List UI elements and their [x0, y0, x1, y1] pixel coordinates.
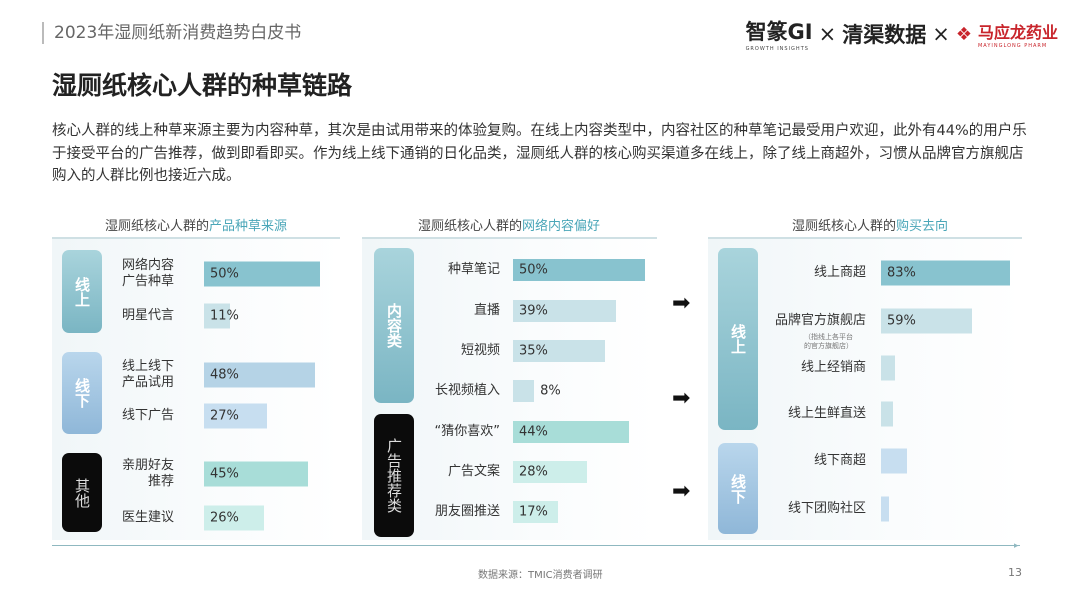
- arrow-right-icon: ➡: [672, 291, 691, 316]
- row-label: 短视频: [460, 343, 500, 358]
- bar: [204, 505, 265, 531]
- qingqu-logo: 清渠数据: [842, 23, 927, 47]
- bar-value: 48%: [210, 367, 239, 383]
- bar-value: 26%: [210, 510, 239, 526]
- bar-value: 50%: [519, 262, 548, 278]
- bar: [513, 259, 645, 281]
- bar: [513, 501, 558, 523]
- bar: [881, 496, 889, 522]
- group-tag: 线上: [718, 248, 758, 430]
- bar: [881, 260, 1010, 286]
- row-label: 医生建议: [122, 510, 175, 525]
- data-source: 数据来源：TMIC消费者调研: [478, 570, 603, 581]
- bar: [204, 403, 267, 429]
- arrow-right-icon: ➡: [672, 386, 691, 411]
- bar: [881, 448, 908, 474]
- zhizhuan-logo-sub: GROWTH INSIGHTS: [745, 46, 809, 52]
- group-tag: 内容类: [374, 248, 414, 403]
- bar: [204, 261, 320, 287]
- bar-value: 59%: [887, 313, 916, 329]
- row-label: 朋友圈推送: [434, 504, 500, 519]
- panel-title-highlight: 网络内容偏好: [522, 219, 601, 234]
- row-label: 线上经销商: [800, 360, 866, 375]
- group-tag: 线下: [62, 352, 102, 434]
- row-label: 亲朋好友 推荐: [121, 458, 174, 489]
- bar: [881, 401, 894, 427]
- row-label: 广告文案: [447, 464, 500, 479]
- panel-title: 湿厕纸核心人群的产品种草来源: [105, 215, 287, 234]
- bar: [513, 300, 616, 322]
- panel-title-highlight: 产品种草来源: [209, 219, 288, 234]
- times-symbol: ×: [818, 22, 837, 46]
- row-note: （指线上各平台 的官方旗舰店）: [804, 333, 853, 350]
- bar: [513, 461, 587, 483]
- bar-value: 35%: [519, 343, 548, 359]
- panel-title-highlight: 购买去向: [896, 219, 949, 234]
- row-label: 线上生鲜直送: [787, 406, 866, 421]
- panel-title-prefix: 湿厕纸核心人群的: [417, 219, 522, 234]
- row-label: 长视频植入: [434, 383, 500, 398]
- mayinglong-logo: 马应龙药业 MAYINGLONG PHARM: [978, 19, 1058, 49]
- row-label: 线上商超: [813, 265, 866, 280]
- bar: [513, 421, 630, 443]
- bar: [513, 380, 535, 402]
- panel-title-prefix: 湿厕纸核心人群的: [104, 219, 209, 234]
- row-label: “猜你喜欢”: [434, 424, 500, 439]
- bar-value: 28%: [519, 464, 548, 480]
- bar-value: 44%: [519, 424, 548, 440]
- row-label: 线上线下 产品试用: [122, 359, 175, 390]
- bar-value: 8%: [540, 383, 561, 399]
- bar-value: 83%: [887, 265, 916, 281]
- zhizhuan-logo: 智篆GI GROWTH INSIGHTS: [746, 16, 813, 52]
- page-title: 湿厕纸核心人群的种草链路: [52, 71, 353, 100]
- document-title: 2023年湿厕纸新消费趋势白皮书: [42, 22, 301, 44]
- times-symbol: ×: [932, 22, 950, 46]
- bar: [204, 362, 316, 388]
- group-tag: 线下: [718, 443, 758, 534]
- bar: [513, 340, 606, 362]
- mayinglong-logo-sub: MAYINGLONG PHARM: [977, 43, 1048, 49]
- row-label: 网络内容 广告种草: [122, 258, 175, 289]
- partner-logos: 智篆GI GROWTH INSIGHTS × 清渠数据 × ❖ 马应龙药业 MAYI…: [746, 16, 1058, 52]
- bar-value: 11%: [210, 308, 239, 324]
- mayinglong-emblem-icon: ❖: [955, 23, 972, 45]
- panel-title: 湿厕纸核心人群的购买去向: [792, 215, 948, 234]
- mayinglong-logo-text: 马应龙药业: [977, 23, 1058, 42]
- bar: [881, 355, 895, 381]
- row-label: 线下广告: [122, 408, 175, 423]
- chart-panel: [708, 237, 1022, 540]
- bar: [204, 303, 230, 329]
- bar-value: 45%: [210, 466, 239, 482]
- row-label: 线下团购社区: [787, 501, 866, 516]
- panel-title: 湿厕纸核心人群的网络内容偏好: [418, 215, 600, 234]
- row-label: 明星代言: [122, 308, 175, 323]
- page-number: 13: [1008, 566, 1022, 579]
- row-label: 品牌官方旗舰店: [774, 313, 866, 328]
- bar: [204, 461, 309, 487]
- flow-axis-line: [52, 545, 1020, 546]
- bar-value: 39%: [519, 303, 548, 319]
- zhizhuan-logo-text: 智篆GI: [745, 20, 813, 44]
- row-label: 直播: [473, 303, 500, 318]
- bar-value: 50%: [210, 266, 239, 282]
- panel-title-prefix: 湿厕纸核心人群的: [791, 219, 896, 234]
- bar: [881, 308, 973, 334]
- axis-arrow-icon: ▸: [1014, 541, 1019, 551]
- arrow-right-icon: ➡: [672, 479, 691, 504]
- bar-value: 17%: [519, 504, 548, 520]
- row-label: 线下商超: [813, 453, 866, 468]
- group-tag: 线上: [62, 250, 102, 333]
- row-label: 种草笔记: [447, 262, 500, 277]
- group-tag: 其他: [62, 453, 102, 532]
- group-tag: 广告推荐类: [374, 414, 414, 537]
- intro-paragraph: 核心人群的线上种草来源主要为内容种草，其次是由试用带来的体验复购。在线上内容类型…: [52, 123, 1027, 184]
- bar-value: 27%: [210, 408, 239, 424]
